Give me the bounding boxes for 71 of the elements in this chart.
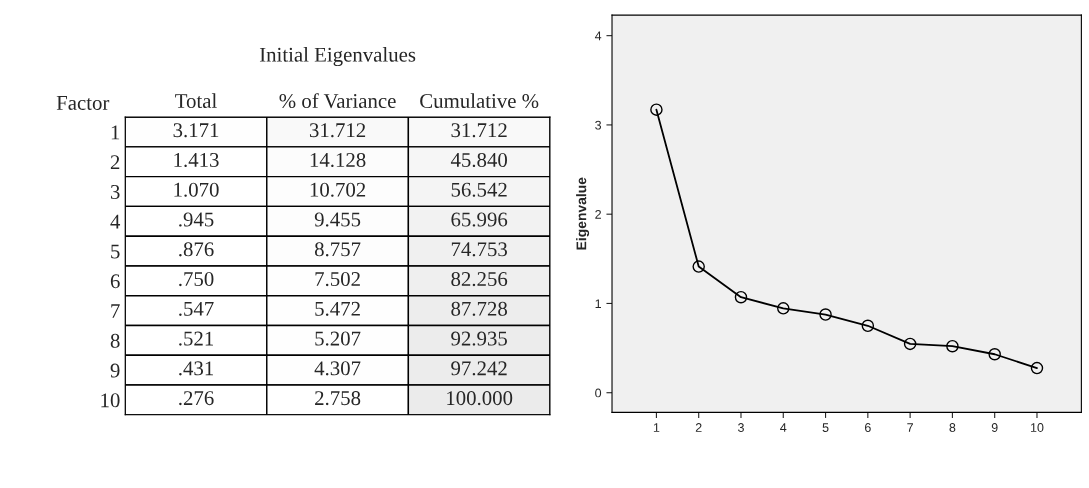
y-tick-label: 2 — [595, 209, 601, 219]
data-label: 31.712 — [309, 123, 366, 138]
y-tick-label: 4 — [110, 214, 121, 229]
data-label: 31.712 — [451, 123, 507, 138]
data-label: 5.472 — [315, 301, 360, 316]
data-label: 74.753 — [451, 242, 507, 257]
data-label: .876 — [179, 242, 214, 257]
y-tick-label: 10 — [101, 393, 120, 408]
y-tick-label: 4 — [594, 31, 602, 41]
x-tick-label: 9 — [991, 423, 998, 432]
point — [734, 290, 748, 304]
point — [903, 337, 917, 351]
point — [692, 260, 705, 273]
point — [650, 103, 663, 116]
data-label: 1.413 — [174, 152, 219, 168]
data-label: .521 — [179, 331, 213, 346]
y-tick-label: 7 — [111, 304, 120, 318]
y-axis-title: Factor — [56, 96, 110, 110]
y-tick-label: 3 — [595, 120, 602, 130]
x-tick-label: Total — [175, 93, 217, 109]
y-tick-label: 5 — [111, 244, 120, 259]
x-tick-label: 8 — [949, 423, 956, 432]
data-label: 97.242 — [451, 361, 507, 376]
point — [946, 339, 959, 353]
data-label: 5.207 — [315, 331, 361, 346]
y-tick-label: 3 — [110, 184, 120, 199]
y-tick-label: 1 — [595, 299, 601, 308]
data-label: .547 — [179, 301, 214, 316]
data-label: 65.996 — [451, 212, 508, 227]
x-tick-label: 7 — [907, 423, 913, 432]
point — [819, 308, 832, 321]
data-label: 87.728 — [451, 301, 508, 316]
x-tick-label: 5 — [822, 423, 829, 432]
data-label: .945 — [179, 212, 214, 227]
data-label: 1.070 — [174, 182, 219, 197]
data-label: 82.256 — [451, 272, 508, 287]
point — [861, 319, 875, 333]
data-label: 2.758 — [315, 391, 361, 406]
point — [1030, 361, 1044, 375]
data-label: 4.307 — [314, 361, 361, 376]
x-tick-label: 2 — [695, 423, 702, 432]
x-tick-label: Cumulative % — [420, 93, 539, 109]
y-tick-label: 2 — [110, 155, 120, 169]
data-label: 45.840 — [450, 152, 508, 168]
y-axis-title: Eigenvalue — [576, 177, 590, 250]
point — [777, 302, 790, 315]
y-tick-label: 0 — [595, 388, 602, 398]
data-label: 3.171 — [173, 123, 219, 138]
y-tick-label: 6 — [110, 274, 120, 289]
data-label: 9.455 — [314, 212, 361, 227]
data-label: 56.542 — [451, 182, 507, 197]
chart-title: Initial Eigenvalues — [259, 47, 416, 67]
data-label: 92.935 — [451, 331, 507, 346]
data-label: .276 — [179, 391, 214, 406]
x-tick-label: 3 — [737, 423, 744, 432]
data-label: .750 — [179, 272, 214, 287]
data-label: 100.000 — [447, 391, 513, 406]
x-tick-label: % of Variance — [279, 93, 396, 109]
point — [988, 347, 1001, 361]
data-label: 8.757 — [314, 242, 361, 257]
data-label: 14.128 — [310, 152, 366, 168]
y-tick-label: 8 — [110, 333, 120, 348]
y-tick-label: 1 — [111, 125, 120, 140]
y-tick-label: 9 — [110, 363, 120, 378]
data-label: 10.702 — [310, 182, 366, 197]
x-tick-label: 1 — [653, 423, 660, 432]
x-tick-label: 4 — [780, 423, 787, 432]
x-tick-label: 6 — [865, 423, 871, 432]
data-label: .431 — [179, 361, 213, 376]
data-label: 7.502 — [315, 272, 360, 287]
x-tick-label: 10 — [1030, 423, 1044, 432]
